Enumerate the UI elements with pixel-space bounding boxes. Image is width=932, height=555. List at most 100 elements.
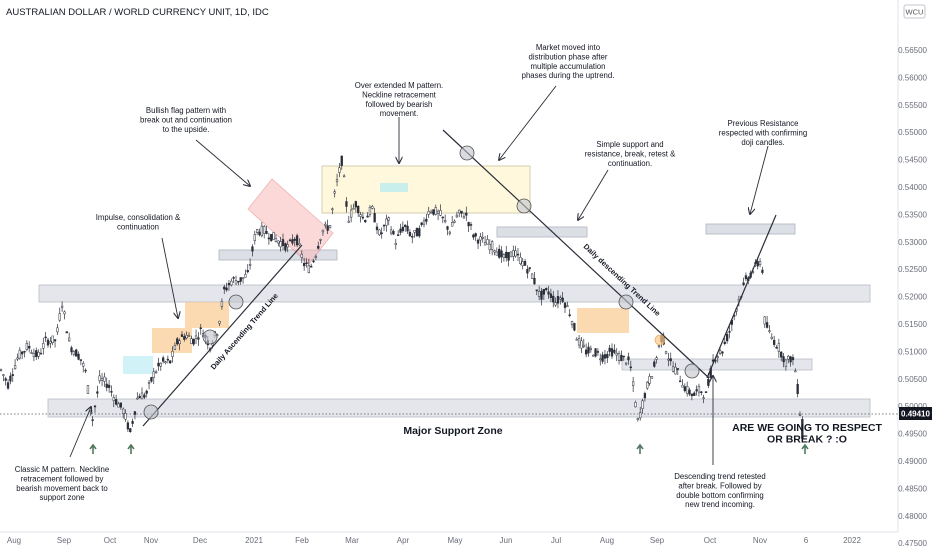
candle-body bbox=[267, 237, 271, 240]
annotation-line: Neckline retracement bbox=[362, 90, 437, 99]
candle-body bbox=[406, 225, 409, 232]
candle-body bbox=[726, 334, 729, 342]
touch-marker bbox=[459, 145, 475, 161]
time-axis[interactable]: Aug Sep Oct Nov Dec 2021 Feb Mar Apr May Jun Jul Aug… bbox=[7, 536, 862, 545]
candle-body bbox=[312, 260, 315, 263]
candle-body bbox=[58, 313, 61, 321]
annotation-line: distribution phase after bbox=[529, 52, 608, 61]
candle-body bbox=[469, 224, 473, 226]
candle-body bbox=[429, 211, 433, 214]
pointer-arrow bbox=[69, 407, 91, 458]
candle-body bbox=[129, 428, 132, 432]
candle-body bbox=[526, 268, 529, 274]
candle-body bbox=[434, 207, 437, 215]
annotation-line: to the upside. bbox=[163, 125, 210, 134]
mid-resistance-zone bbox=[38, 284, 871, 303]
candle-body bbox=[183, 336, 186, 340]
candle-body bbox=[35, 350, 38, 357]
touch-marker bbox=[228, 294, 244, 310]
candle-body bbox=[519, 257, 522, 265]
candle-body bbox=[690, 393, 694, 397]
price-tick-label: 0.52500 bbox=[898, 265, 927, 274]
previous-resistance-note: Previous Resistance respected with confir… bbox=[719, 119, 807, 147]
candle-body bbox=[674, 366, 677, 375]
candle-body bbox=[420, 222, 423, 225]
classic-m-note: Classic M pattern. Neckline retracement f… bbox=[15, 465, 109, 502]
candle-body bbox=[451, 222, 454, 227]
candle-body bbox=[491, 241, 494, 250]
candle-body bbox=[399, 228, 402, 233]
candle-body bbox=[317, 245, 320, 249]
candle-body bbox=[338, 167, 341, 173]
question-note: ARE WE GOING TO RESPECT OR BREAK ? :O bbox=[732, 422, 882, 446]
time-tick-label: Sep bbox=[57, 536, 72, 545]
candle-body bbox=[577, 338, 581, 346]
price-tick-label: 0.55500 bbox=[898, 101, 927, 110]
candle-body bbox=[453, 220, 456, 223]
candle-body bbox=[582, 344, 585, 347]
annotation-line: Bullish flag pattern with bbox=[146, 106, 226, 115]
candle-body bbox=[357, 206, 360, 214]
candle-body bbox=[96, 391, 99, 394]
candle-body bbox=[180, 334, 184, 337]
candle-body bbox=[145, 390, 148, 394]
candle-body bbox=[446, 226, 449, 230]
candle-body bbox=[16, 357, 19, 360]
candle-body bbox=[32, 353, 36, 358]
candle-body bbox=[105, 383, 108, 388]
candle-body bbox=[613, 349, 616, 353]
candle-body bbox=[378, 229, 381, 236]
candle-body bbox=[380, 232, 383, 234]
candle-body bbox=[397, 234, 400, 236]
candle-body bbox=[321, 229, 325, 233]
time-tick-label: Nov bbox=[753, 536, 767, 545]
candle-body bbox=[700, 391, 703, 393]
candle-body bbox=[787, 355, 790, 360]
candle-body bbox=[91, 419, 94, 421]
candle-body bbox=[288, 239, 292, 242]
candle-body bbox=[610, 348, 614, 357]
candle-body bbox=[603, 354, 607, 359]
candle-body bbox=[408, 231, 412, 237]
candle-body bbox=[364, 219, 367, 223]
candle-body bbox=[514, 250, 517, 257]
candle-body bbox=[570, 321, 574, 326]
candle-body bbox=[387, 217, 390, 221]
annotation-line: bearish movement back to bbox=[16, 484, 108, 493]
candle-body bbox=[589, 348, 593, 351]
candle-body bbox=[594, 348, 597, 357]
candle-body bbox=[230, 280, 233, 286]
candle-body bbox=[286, 244, 289, 248]
candle-body bbox=[512, 250, 515, 257]
candle-body bbox=[664, 351, 668, 354]
candle-body bbox=[103, 376, 106, 382]
candle-body bbox=[483, 242, 487, 246]
candle-body bbox=[394, 243, 397, 246]
candle-body bbox=[30, 352, 33, 354]
candle-body bbox=[256, 229, 259, 233]
support-resistance-zone bbox=[496, 226, 588, 238]
candle-body bbox=[220, 301, 224, 307]
candle-body bbox=[472, 234, 475, 238]
annotation-line: break out and continuation bbox=[140, 115, 232, 124]
candle-body bbox=[307, 265, 311, 273]
candle-body bbox=[63, 311, 66, 315]
last-price-tag-bg bbox=[899, 407, 932, 420]
price-axis[interactable]: 0.56500 0.56000 0.55500 0.55000 0.54500 0.540… bbox=[898, 46, 927, 548]
candle-body bbox=[305, 262, 308, 264]
candle-body bbox=[194, 335, 198, 339]
candle-body bbox=[314, 256, 318, 258]
candle-body bbox=[366, 215, 369, 218]
candle-body bbox=[415, 227, 419, 237]
candle-body bbox=[554, 302, 557, 306]
annotation-pointers bbox=[69, 85, 769, 465]
candle-body bbox=[773, 339, 776, 345]
consolidation-zone-1 bbox=[152, 328, 192, 353]
candle-body bbox=[385, 218, 388, 226]
major-support-label: Major Support Zone bbox=[403, 425, 502, 437]
price-tick-label: 0.49500 bbox=[898, 430, 927, 439]
candle-body bbox=[794, 370, 797, 373]
candle-body bbox=[462, 216, 466, 219]
overextended-m-note: Over extended M pattern. Neckline retrace… bbox=[355, 81, 443, 118]
